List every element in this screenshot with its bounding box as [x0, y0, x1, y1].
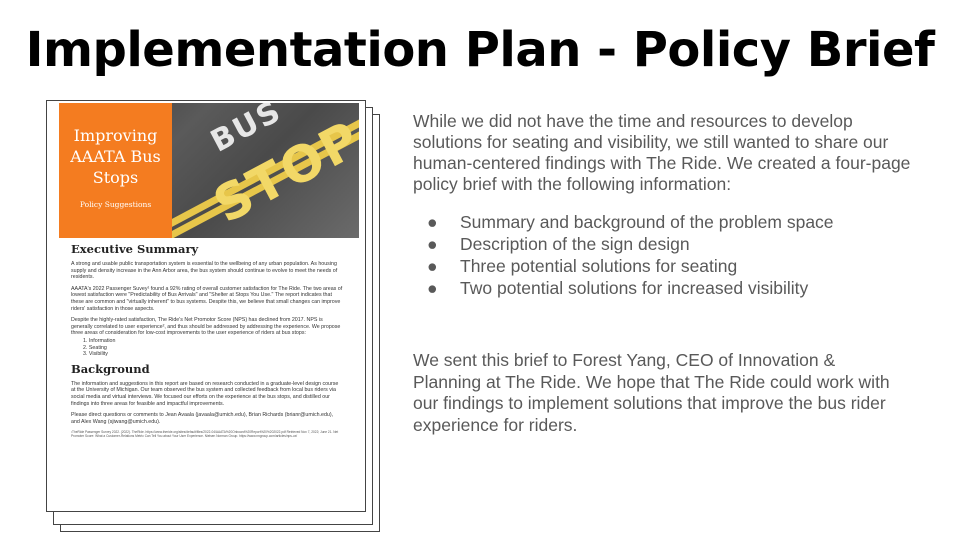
- cover-title-panel: Improving AAATA Bus Stops Policy Suggest…: [59, 103, 172, 238]
- policy-brief-thumbnail: BUS STOP Improving AAATA Bus Stops Polic…: [46, 100, 386, 535]
- policy-brief-first-page: BUS STOP Improving AAATA Bus Stops Polic…: [46, 100, 366, 512]
- closing-paragraph: We sent this brief to Forest Yang, CEO o…: [413, 350, 890, 435]
- info-bullet-list: ● Summary and background of the problem s…: [413, 211, 913, 299]
- bullet-dot-icon: ●: [427, 278, 438, 298]
- bullet-text: Three potential solutions for seating: [460, 256, 738, 276]
- background-paragraph-1: The information and suggestions in this …: [71, 380, 339, 407]
- document-body: Executive Summary A strong and usable pu…: [71, 243, 343, 439]
- bullet-dot-icon: ●: [427, 234, 438, 254]
- exec-summary-heading: Executive Summary: [71, 242, 199, 256]
- exec-list-item: 2. Seating: [83, 344, 107, 351]
- cover-subtitle: Policy Suggestions: [79, 200, 152, 209]
- exec-paragraph-2: AAATA's 2022 Passenger Suvey¹ found a 92…: [71, 285, 343, 312]
- background-heading: Background: [71, 361, 150, 376]
- bullet-dot-icon: ●: [427, 212, 438, 232]
- exec-list-item: 1. Information: [83, 337, 116, 344]
- bullet-text: Two potential solutions for increased vi…: [460, 278, 809, 298]
- bullet-item: ● Summary and background of the problem s…: [413, 211, 913, 233]
- exec-list: 1. Information 2. Seating 3. Visibility: [83, 338, 343, 358]
- intro-paragraph: While we did not have the time and resou…: [413, 111, 911, 194]
- slide-body-text: While we did not have the time and resou…: [413, 111, 913, 299]
- exec-list-item: 3. Visibility: [83, 351, 108, 358]
- bullet-dot-icon: ●: [427, 256, 438, 276]
- bullet-item: ● Description of the sign design: [413, 233, 913, 255]
- exec-paragraph-1: A strong and usable public transportatio…: [71, 261, 338, 281]
- footnote: ¹TheRide Passenger Survey 2022. (2022). …: [71, 430, 339, 439]
- bullet-text: Summary and background of the problem sp…: [460, 212, 834, 232]
- exec-paragraph-3: Despite the highly-rated satisfaction, T…: [71, 317, 341, 337]
- bullet-item: ● Two potential solutions for increased v…: [413, 277, 913, 299]
- bullet-item: ● Three potential solutions for seating: [413, 255, 913, 277]
- background-paragraph-2: Please direct questions or comments to J…: [71, 412, 334, 425]
- cover-title: Improving AAATA Bus Stops: [70, 126, 161, 187]
- slide-title: Implementation Plan - Policy Brief: [25, 22, 935, 78]
- bullet-text: Description of the sign design: [460, 234, 690, 254]
